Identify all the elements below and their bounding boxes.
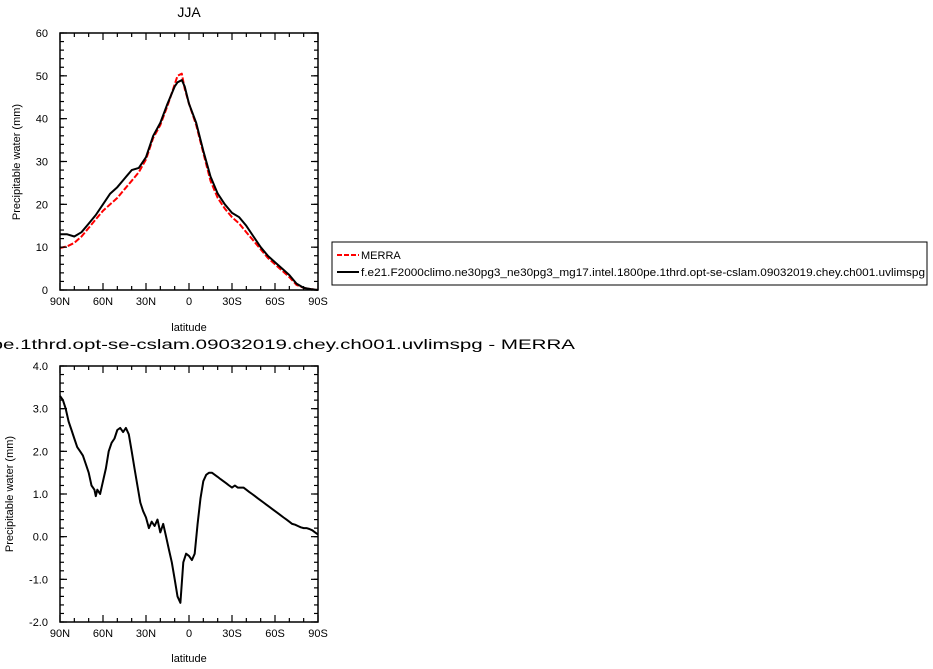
x-tick-label-top: 60S bbox=[265, 296, 285, 308]
x-tick-label-top: 30N bbox=[136, 296, 156, 308]
y-axis-label-top: Precipitable water (mm) bbox=[11, 104, 23, 220]
plot-frame-top bbox=[59, 32, 319, 291]
x-axis-label-top: latitude bbox=[171, 322, 206, 334]
series-line-bottom-0 bbox=[59, 395, 319, 604]
x-tick-label-bottom: 30N bbox=[136, 628, 156, 640]
x-tick-label-top: 90N bbox=[50, 296, 70, 308]
x-tick-label-top: 60N bbox=[93, 296, 113, 308]
y-tick-label-top: 60 bbox=[36, 28, 48, 40]
y-tick-label-top: 10 bbox=[36, 242, 48, 254]
y-tick-label-top: 40 bbox=[36, 114, 48, 126]
x-tick-label-bottom: 60N bbox=[93, 628, 113, 640]
legend: MERRA f.e21.F2000climo.ne30pg3_ne30pg3_m… bbox=[331, 241, 928, 286]
chart-title-bottom: f.e21.F2000climo.ne30pg3_ne30pg3_mg17.in… bbox=[0, 336, 576, 352]
y-tick-label-top: 0 bbox=[42, 285, 48, 297]
panel-top: JJA 90N 60N 30N 0 30S 60S 90S 0 10 20 30 40 50 60 lat… bbox=[11, 4, 328, 334]
axis-ticks-bottom: 90N 60N 30N 0 30S 60S 90S -2.0 -1.0 0.0 1.0 2.0 3.0 4… bbox=[29, 361, 328, 640]
x-tick-label-bottom: 60S bbox=[265, 628, 285, 640]
x-tick-label-top: 0 bbox=[186, 296, 192, 308]
y-tick-label-bottom: -2.0 bbox=[29, 617, 48, 629]
y-tick-label-bottom: 4.0 bbox=[33, 361, 48, 373]
y-tick-label-bottom: 2.0 bbox=[33, 446, 48, 458]
x-tick-label-bottom: 0 bbox=[186, 628, 192, 640]
x-tick-label-bottom: 90N bbox=[50, 628, 70, 640]
x-axis-label-bottom: latitude bbox=[171, 653, 206, 665]
y-tick-label-top: 30 bbox=[36, 157, 48, 169]
x-tick-label-top: 90S bbox=[308, 296, 328, 308]
plot-frame-bottom bbox=[59, 365, 319, 623]
y-tick-label-bottom: 1.0 bbox=[33, 489, 48, 501]
axis-ticks-top: 90N 60N 30N 0 30S 60S 90S 0 10 20 30 40 50 60 bbox=[36, 28, 328, 308]
y-tick-label-top: 50 bbox=[36, 71, 48, 83]
legend-label-model: f.e21.F2000climo.ne30pg3_ne30pg3_mg17.in… bbox=[361, 267, 925, 279]
x-tick-label-top: 30S bbox=[222, 296, 242, 308]
legend-box bbox=[331, 241, 928, 286]
legend-label-merra: MERRA bbox=[361, 250, 401, 262]
x-tick-label-bottom: 30S bbox=[222, 628, 242, 640]
y-tick-label-bottom: 3.0 bbox=[33, 404, 48, 416]
panel-bottom: f.e21.F2000climo.ne30pg3_ne30pg3_mg17.in… bbox=[0, 336, 576, 665]
y-tick-label-top: 20 bbox=[36, 199, 48, 211]
y-axis-label-bottom: Precipitable water (mm) bbox=[4, 436, 16, 552]
series-lines-bottom bbox=[59, 395, 319, 604]
series-line-top-1 bbox=[60, 79, 319, 291]
chart-title-top: JJA bbox=[177, 4, 201, 20]
series-lines-top bbox=[59, 72, 319, 291]
y-tick-label-bottom: 0.0 bbox=[33, 532, 48, 544]
y-tick-label-bottom: -1.0 bbox=[29, 574, 48, 586]
x-tick-label-bottom: 90S bbox=[308, 628, 328, 640]
